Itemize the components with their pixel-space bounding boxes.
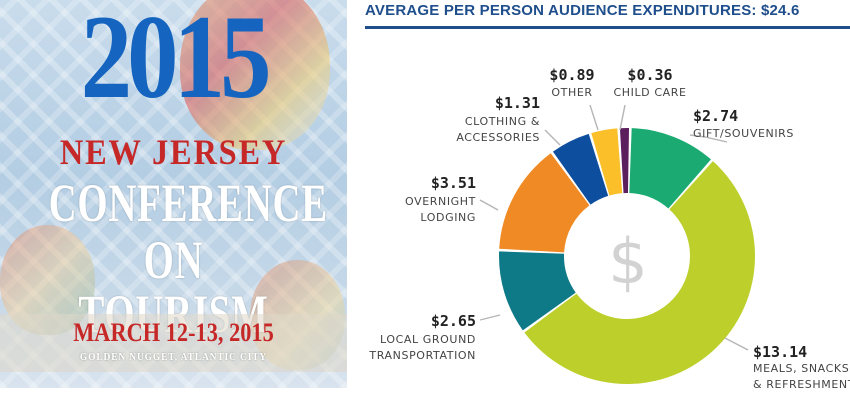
dollar-icon: $ <box>608 225 647 298</box>
leader-line <box>689 134 728 143</box>
slice-category-label: & REFRESHMENTS <box>753 378 850 391</box>
donut-slice <box>524 161 755 384</box>
poster-year: 2015 <box>80 0 272 123</box>
leader-line <box>619 104 626 131</box>
donut-slice <box>629 128 711 209</box>
title-divider <box>365 26 850 29</box>
slice-category-label: GIFT/SOUVENIRS <box>693 127 794 140</box>
slice-value-label: $0.36 <box>627 66 672 84</box>
poster-state: NEW JERSEY <box>59 132 288 172</box>
slice-value-label: $13.14 <box>753 343 807 361</box>
conference-poster: 2015 NEW JERSEY CONFERENCE ON TOURISM MA… <box>0 0 347 388</box>
slice-category-label: ACCESSORIES <box>456 131 540 144</box>
slice-value-label: $0.89 <box>549 66 594 84</box>
slice-category-label: CLOTHING & <box>465 115 540 128</box>
leader-line <box>589 104 599 131</box>
poster-dates: MARCH 12-13, 2015 <box>73 318 274 347</box>
slice-category-label: MEALS, SNACKS <box>753 362 849 375</box>
donut-slice <box>499 251 576 331</box>
slice-value-label: $1.31 <box>495 94 540 112</box>
leader-line <box>479 199 499 211</box>
poster-venue: GOLDEN NUGGET, ATLANTIC CITY <box>79 351 268 363</box>
leader-line <box>479 314 501 321</box>
slice-category-label: OTHER <box>551 86 592 99</box>
slice-value-label: $3.51 <box>431 174 476 192</box>
leader-line <box>724 337 749 351</box>
donut-slice <box>499 153 590 253</box>
slice-category-label: CHILD CARE <box>613 86 686 99</box>
donut-slice <box>619 128 630 194</box>
slice-value-label: $2.65 <box>431 312 476 330</box>
donut-slice <box>591 128 623 196</box>
leader-lines <box>479 104 749 351</box>
slice-category-label: OVERNIGHT <box>405 195 476 208</box>
poster-date-band <box>0 314 347 372</box>
slice-category-label: LOCAL GROUND <box>380 333 476 346</box>
slice-value-label: $2.74 <box>693 107 738 125</box>
chart-title: AVERAGE PER PERSON AUDIENCE EXPENDITURES… <box>365 2 800 19</box>
donut-slice <box>552 133 609 205</box>
donut-slices <box>499 128 755 384</box>
slice-category-label: TRANSPORTATION <box>368 349 476 362</box>
poster-conference: CONFERENCE <box>48 173 328 233</box>
slice-category-label: LODGING <box>420 211 476 224</box>
leader-line <box>544 129 561 146</box>
hot-air-balloon-image <box>180 0 330 150</box>
